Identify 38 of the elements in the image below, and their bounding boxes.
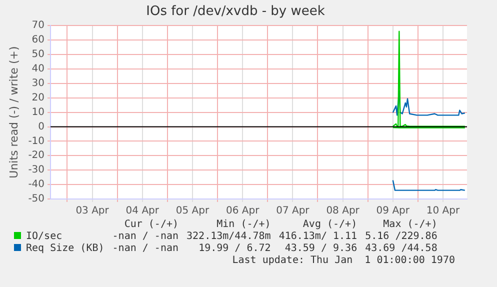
y-tick-label: 30 <box>32 78 45 89</box>
text: -nan / -nan <box>111 231 180 243</box>
text: 322.13m/44.78m <box>186 231 272 243</box>
y-tick-label: 20 <box>32 92 45 104</box>
x-tick-label: 09 Apr <box>376 206 410 217</box>
text: 416.13m/ 1.11 <box>278 231 358 243</box>
chart-title: IOs for /dev/xvdb - by week <box>146 4 326 20</box>
y-tick-label: -30 <box>28 164 45 176</box>
y-tick-label: 40 <box>32 64 45 75</box>
y-axis-title: Units read (-) / write (+) <box>7 46 20 178</box>
y-tick-label: -50 <box>28 194 45 205</box>
x-tick-label: 04 Apr <box>126 206 160 217</box>
y-tick-label: 60 <box>32 34 45 46</box>
text: Min (-/+) <box>216 219 272 231</box>
text: Last update: Thu Jan 1 01:00:00 1970 <box>231 255 456 266</box>
text: 19.99 / 6.72 <box>198 243 272 255</box>
x-tick-label: 08 Apr <box>326 206 360 217</box>
x-tick-label: 10 Apr <box>426 206 460 217</box>
legend-label: IO/sec <box>25 231 64 243</box>
text: Cur (-/+) <box>123 219 180 231</box>
y-tick-label: -40 <box>28 179 45 190</box>
x-tick-label: 06 Apr <box>226 206 260 217</box>
text: -nan / -nan <box>111 243 180 255</box>
legend-label: Req Size (KB) <box>25 243 106 255</box>
text: 43.69 /44.58 <box>364 243 438 255</box>
x-tick-label: 07 Apr <box>276 206 310 217</box>
y-tick-label: 10 <box>32 106 45 118</box>
text: 43.59 / 9.36 <box>284 243 358 255</box>
y-tick-label: 70 <box>32 20 45 32</box>
y-tick-label: -20 <box>28 150 45 162</box>
text: Max (-/+) <box>382 219 438 231</box>
text: Avg (-/+) <box>302 219 358 231</box>
text: 5.16 /229.86 <box>364 231 438 243</box>
x-tick-label: 05 Apr <box>176 206 210 217</box>
x-tick-label: 03 Apr <box>76 206 110 217</box>
y-tick-label: 0 <box>38 121 45 132</box>
y-tick-label: 50 <box>32 49 45 60</box>
y-tick-label: -10 <box>28 136 45 147</box>
